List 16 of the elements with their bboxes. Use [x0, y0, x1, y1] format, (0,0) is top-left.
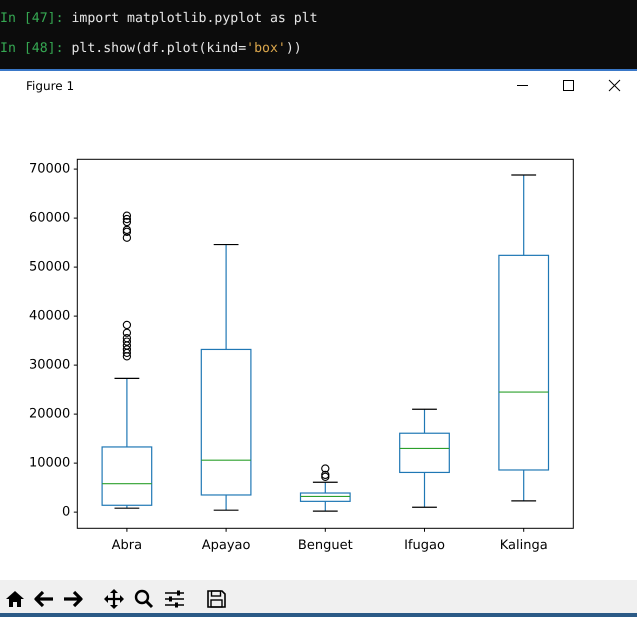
- y-tick-label: 0: [62, 504, 70, 520]
- y-tick-label: 70000: [28, 162, 70, 177]
- y-tick-label: 30000: [28, 358, 70, 373]
- x-tick-label: Ifugao: [404, 538, 445, 553]
- caption: Figure 1: [26, 79, 74, 93]
- text: In [48]: plt.show(df.plot(kind='box')): [0, 41, 302, 56]
- y-tick-label: 40000: [28, 308, 70, 324]
- y-tick-label: 60000: [28, 210, 70, 226]
- x-tick-label: Abra: [112, 538, 142, 553]
- x-tick-label: Benguet: [298, 538, 353, 553]
- x-tick-label: Kalinga: [500, 538, 548, 553]
- y-tick-label: 20000: [28, 406, 70, 422]
- x-tick-label: Apayao: [202, 538, 251, 553]
- y-tick-label: 10000: [28, 456, 70, 471]
- text: In [47]: import matplotlib.pyplot as plt: [0, 11, 318, 26]
- y-tick-label: 50000: [28, 260, 70, 275]
